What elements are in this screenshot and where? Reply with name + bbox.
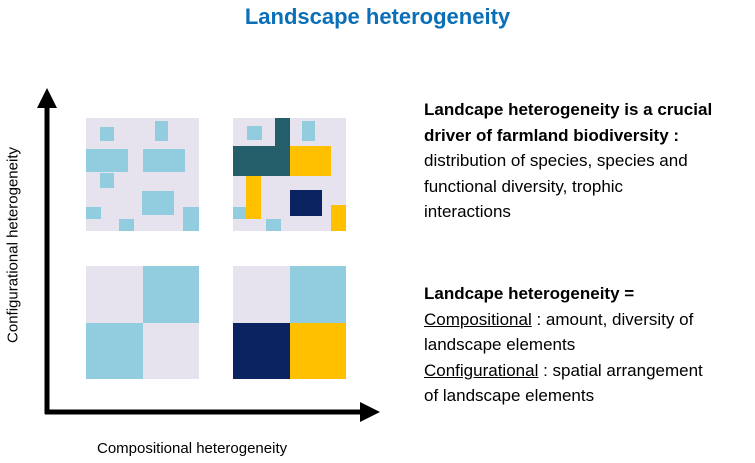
statement-heading-line: driver of farmland biodiversity : xyxy=(424,125,680,145)
compositional-definition: Compositional : amount, diversity of xyxy=(424,307,703,333)
quadrant xyxy=(86,323,143,379)
patch xyxy=(247,126,262,140)
landscape-low-comp-high-config xyxy=(86,118,199,231)
statement-heading-line: Landcape heterogeneity is a crucial xyxy=(424,100,713,119)
quadrant xyxy=(233,323,290,379)
statement-body-line: interactions xyxy=(424,202,511,222)
patch xyxy=(266,219,281,231)
compositional-description: : amount, diversity of xyxy=(531,309,694,329)
patch xyxy=(100,173,114,188)
configurational-description: : spatial arrangement xyxy=(538,360,703,380)
statement-body-line: functional diversity, trophic xyxy=(424,176,624,196)
page-title: Landscape heterogeneity xyxy=(244,4,511,29)
landscape-low-comp-low-config xyxy=(86,266,199,379)
landscape-high-comp-low-config xyxy=(233,266,346,379)
quadrant xyxy=(290,266,346,323)
statement-body-line: distribution of species, species and xyxy=(424,151,688,171)
configurational-definition-cont: of landscape elements xyxy=(424,386,595,406)
configurational-definition: Configurational : spatial arrangement xyxy=(424,358,703,384)
patch xyxy=(246,176,261,219)
patch xyxy=(86,207,101,219)
x-axis-label: Compositional heterogeneity xyxy=(97,440,288,457)
patch xyxy=(86,149,128,172)
definition-heading: Landcape heterogeneity = xyxy=(424,284,635,303)
patch xyxy=(290,190,322,216)
patch xyxy=(119,219,134,231)
quadrant xyxy=(290,323,346,379)
patch xyxy=(233,207,246,219)
x-axis-arrowhead xyxy=(360,402,380,422)
patch xyxy=(142,191,174,215)
patch xyxy=(331,205,346,231)
patch xyxy=(302,121,315,141)
patch xyxy=(183,207,199,231)
patch xyxy=(290,146,331,176)
patch xyxy=(143,149,185,172)
quadrant xyxy=(143,266,199,323)
patch xyxy=(155,121,168,141)
patch xyxy=(100,127,114,141)
landscape-high-comp-high-config xyxy=(233,118,346,231)
definition-block: Landcape heterogeneity = Compositional :… xyxy=(424,281,703,409)
compositional-term: Compositional xyxy=(424,309,532,329)
y-axis-arrowhead xyxy=(37,88,57,108)
configurational-term: Configurational xyxy=(424,360,539,380)
compositional-definition-cont: landscape elements xyxy=(424,335,576,355)
biodiversity-statement: Landcape heterogeneity is a crucial driv… xyxy=(424,97,712,225)
